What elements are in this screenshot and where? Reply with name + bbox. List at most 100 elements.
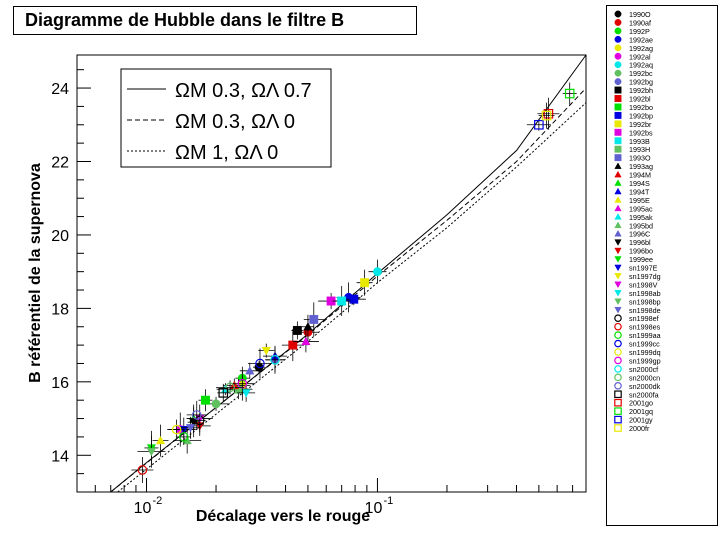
sn-point-1992br (356, 269, 373, 296)
sn-point-1995bd (173, 427, 202, 454)
sn-point-1992bl (281, 329, 304, 362)
legend-marker (614, 213, 622, 220)
legend-label: sn2000cn (629, 373, 660, 382)
legend-marker (614, 170, 622, 178)
legend-entry-1995E: 1995E (614, 196, 650, 205)
y-tick-label: 18 (51, 301, 69, 318)
sn-point-1992bh (291, 321, 304, 340)
x-tick-exp: -1 (383, 495, 393, 507)
legend-entry-sn1998ab: sn1998ab (614, 289, 661, 298)
legend-label: 1992bo (629, 103, 653, 112)
legend-entry-sn2000dk: sn2000dk (614, 382, 661, 391)
legend-entry-sn2000fa: sn2000fa (614, 390, 659, 399)
legend-marker (614, 298, 622, 306)
legend-label: 1999ee (629, 255, 653, 264)
legend-label: sn1998ab (629, 289, 661, 298)
legend-label: 2000fr (629, 424, 650, 433)
legend-label: 1992aq (629, 61, 653, 70)
legend-label: 2001gq (629, 407, 653, 416)
legend-label: 1992bl (629, 95, 651, 104)
legend-marker (614, 44, 622, 52)
legend-entry-1992bo: 1992bo (614, 103, 653, 112)
sn-point-sn1999cc (247, 348, 272, 379)
legend-marker (614, 247, 622, 255)
legend-marker (614, 145, 622, 153)
legend-label: 1994M (629, 171, 651, 180)
x-tick-exp: -2 (153, 495, 163, 507)
sn-point-sn1999gp (229, 366, 256, 401)
plot-area (76, 54, 587, 493)
legend-label: 1995bd (629, 221, 653, 230)
point-marker (372, 267, 382, 277)
legend-label: ΩM 0.3, ΩΛ 0.7 (175, 80, 312, 102)
legend-marker (614, 415, 622, 424)
sn-point-2001gq (562, 82, 577, 105)
legend-entry-2001gy: 2001gy (614, 415, 653, 425)
sn-point-sn2000fa (217, 383, 230, 402)
point-marker (270, 354, 280, 365)
legend-label: 1990O (629, 10, 651, 19)
y-tick-label: 22 (51, 154, 69, 171)
legend-marker (614, 239, 622, 246)
legend-entry-1992al: 1992al (614, 52, 651, 61)
legend-marker (614, 27, 622, 35)
legend-entry-1994M: 1994M (614, 170, 651, 180)
legend-label: 1996bo (629, 247, 653, 256)
point-marker (201, 395, 210, 405)
point-marker (303, 322, 313, 331)
legend-entry-sn1998de: sn1998de (614, 306, 661, 315)
point-marker (241, 389, 251, 398)
legend-label: sn1997E (629, 264, 658, 273)
legend-entry-1993H: 1993H (614, 145, 650, 154)
sn-point-sn1998ab (237, 383, 256, 402)
legend-entry-1992bc: 1992bc (614, 69, 653, 78)
legend-label: 1992bs (629, 128, 653, 137)
legend-entry-1993O: 1993O (614, 154, 651, 163)
legend-entry-1993B: 1993B (614, 137, 650, 146)
legend-entry-1996C: 1996C (614, 230, 650, 239)
x-tick-base: 10 (365, 500, 383, 517)
legend-marker (614, 196, 622, 203)
sn-point-1993ag (301, 314, 314, 339)
legend-marker (614, 264, 622, 272)
legend-marker (614, 103, 622, 111)
point-marker (185, 424, 196, 433)
legend-label: 2001gy (629, 416, 653, 425)
x-tick-label: 10 -2 (134, 495, 163, 517)
legend-marker (614, 356, 622, 365)
point-marker (309, 314, 319, 324)
sn-point-sn1999aa (176, 428, 191, 445)
legend-entry-sn1999aa: sn1999aa (614, 331, 661, 340)
legend-label: 1995E (629, 196, 650, 205)
legend-marker (614, 221, 622, 229)
legend-label: 1992bh (629, 86, 653, 95)
legend-entry-1996bo: 1996bo (614, 247, 653, 256)
legend-entry-2001gq: 2001gq (614, 407, 653, 416)
legend-marker (614, 19, 622, 26)
legend-label: sn1999dq (629, 348, 661, 357)
x-axis-label: Décalage vers le rouge (196, 508, 370, 525)
legend-label: 1996C (629, 230, 650, 239)
legend-entry-sn1998es: sn1998es (614, 323, 661, 332)
legend-marker (614, 35, 622, 43)
legend-marker (614, 78, 622, 86)
legend-entry-sn1998bp: sn1998bp (614, 297, 661, 306)
legend-entry-1992bs: 1992bs (614, 128, 653, 137)
data-points (131, 82, 577, 483)
legend-marker (614, 154, 622, 162)
legend-entry-1994S: 1994S (614, 179, 650, 188)
legend-marker (614, 69, 622, 77)
legend-label: 1992al (629, 52, 651, 61)
sn-point-1992aq (368, 259, 387, 284)
sn-point-sn1998bp (137, 435, 166, 468)
legend-label: sn2000dk (629, 382, 661, 391)
legend-entry-1992bl: 1992bl (614, 95, 651, 104)
legend-entry-1993ag: 1993ag (614, 162, 653, 171)
sn-point-1992bo (198, 389, 213, 412)
legend-marker (614, 339, 622, 348)
y-tick-label: 24 (51, 81, 69, 98)
legend-entry-1995ak: 1995ak (614, 213, 653, 222)
legend-label: 1993O (629, 154, 651, 163)
legend-entry-1992aq: 1992aq (614, 61, 653, 70)
